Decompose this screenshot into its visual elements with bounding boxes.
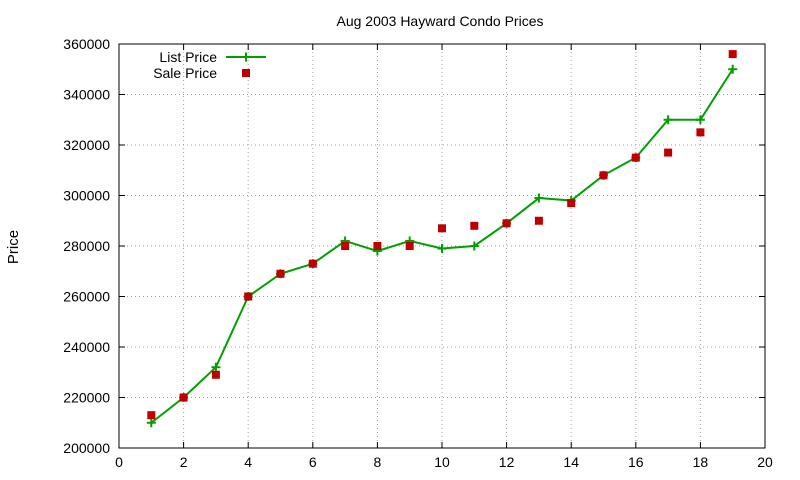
y-tick-label: 360000 — [63, 36, 110, 52]
sale-price-point — [308, 259, 317, 268]
list-price-point — [211, 362, 221, 372]
y-tick-label: 240000 — [63, 339, 110, 355]
axis-ticks: 0 2 4 6 8 10 12 14 16 18 20 200000 220000 240000 26000… — [63, 36, 773, 470]
y-tick-label: 220000 — [63, 390, 110, 406]
list-price-point — [146, 418, 156, 428]
series-sale-price — [147, 50, 737, 420]
x-tick-label: 12 — [499, 454, 515, 470]
x-tick-label: 14 — [563, 454, 579, 470]
list-price-point — [469, 241, 479, 251]
sale-price-point — [276, 269, 285, 278]
data-series — [146, 50, 738, 428]
plot-area-border — [118, 43, 766, 449]
list-price-point — [663, 115, 673, 125]
list-price-point — [695, 115, 705, 125]
sale-price-point — [567, 199, 576, 208]
sale-price-point — [470, 221, 479, 230]
sale-price-point — [631, 153, 640, 162]
legend-label: List Price — [159, 49, 217, 65]
x-tick-label: 6 — [309, 454, 317, 470]
sale-price-point — [728, 50, 737, 59]
y-tick-label: 260000 — [63, 289, 110, 305]
sale-price-point — [244, 292, 253, 301]
list-price-point — [534, 193, 544, 203]
sale-price-point — [179, 393, 188, 402]
x-tick-label: 4 — [244, 454, 252, 470]
sale-price-point — [502, 219, 511, 228]
sale-price-point — [405, 242, 414, 250]
grid-lines — [119, 44, 765, 448]
y-tick-label: 300000 — [63, 188, 110, 204]
sale-price-point — [664, 148, 673, 157]
x-tick-label: 16 — [628, 454, 644, 470]
list-price-point — [437, 244, 447, 254]
list-price-point — [728, 64, 738, 74]
sale-price-point — [696, 128, 705, 137]
x-tick-label: 10 — [434, 454, 450, 470]
sale-price-point — [534, 216, 543, 225]
x-tick-label: 8 — [374, 454, 382, 470]
sale-price-point — [211, 370, 220, 379]
sale-price-point — [373, 242, 382, 250]
chart-title: Aug 2003 Hayward Condo Prices — [336, 13, 543, 29]
legend-square-marker — [242, 69, 250, 77]
sale-price-point — [147, 411, 156, 420]
legend-label: Sale Price — [153, 65, 217, 81]
sale-price-point — [438, 224, 446, 233]
sale-price-point — [599, 171, 608, 180]
x-tick-label: 18 — [693, 454, 709, 470]
sale-price-point — [341, 242, 350, 250]
y-tick-label: 340000 — [63, 87, 110, 103]
x-tick-label: 20 — [757, 454, 773, 470]
y-tick-label: 320000 — [63, 137, 110, 153]
y-axis-label: Price — [5, 230, 22, 264]
y-tick-label: 200000 — [63, 440, 110, 456]
legend-plus-marker — [241, 52, 251, 62]
y-tick-label: 280000 — [63, 238, 110, 254]
x-tick-label: 0 — [115, 454, 123, 470]
x-tick-label: 2 — [180, 454, 188, 470]
